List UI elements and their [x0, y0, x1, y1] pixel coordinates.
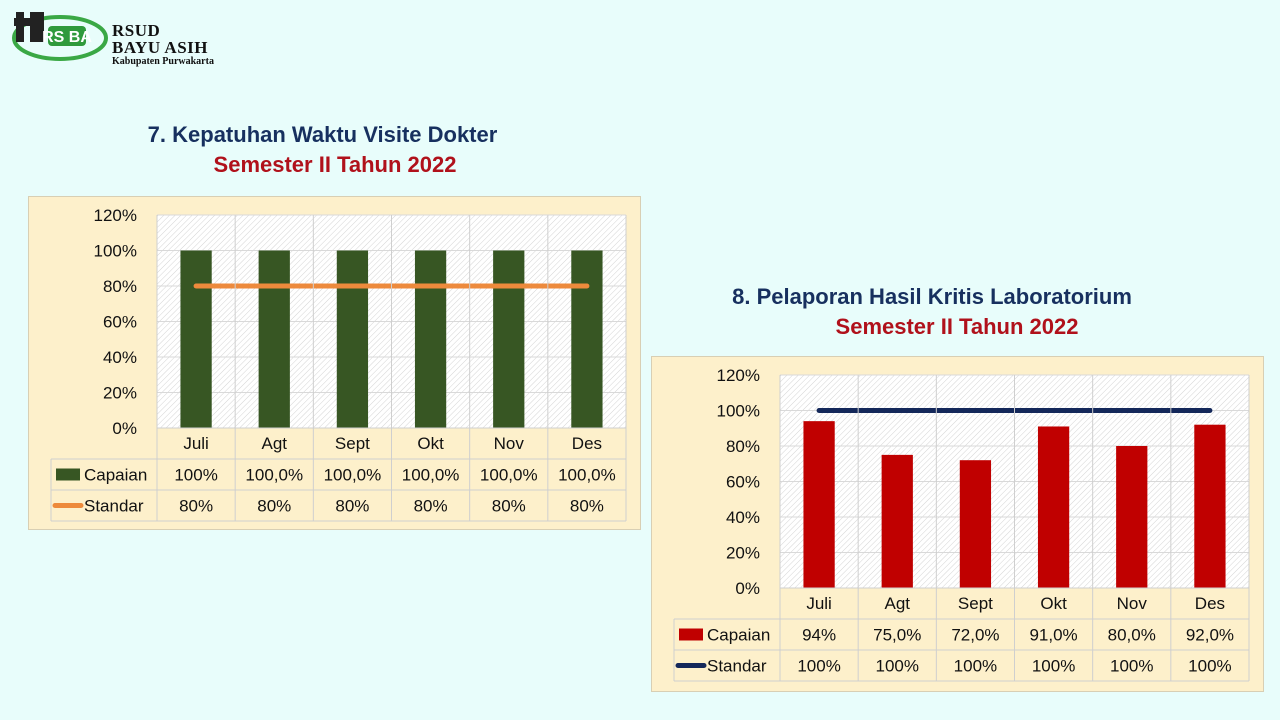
chart1-standar-value: 80% — [179, 497, 213, 516]
chart1-capaian-value: 100,0% — [558, 466, 616, 485]
chart1-category-label: Juli — [183, 434, 209, 453]
chart1-standar-value: 80% — [257, 497, 291, 516]
chart1-capaian-value: 100,0% — [324, 466, 382, 485]
chart1-bar — [493, 250, 525, 428]
chart1-svg: 0% 20% 40% 60% 80% 100% 120% Juli Agt Sept Okt Nov D… — [50, 206, 627, 522]
chart1-category-label: Des — [572, 434, 602, 453]
chart1-capaian-value: 100,0% — [402, 466, 460, 485]
hospital-emblem-icon: RS BA — [12, 12, 108, 61]
chart2-ytick-label: 40% — [726, 508, 760, 527]
chart2-panel: 0% 20% 40% 60% 80% 100% 120% Juli Agt Sept Okt Nov D… — [651, 356, 1264, 692]
chart2-category-label: Des — [1195, 594, 1225, 613]
chart2-capaian-value: 75,0% — [873, 626, 921, 645]
chart1-legend-swatch-capaian — [56, 468, 80, 481]
chart2-ytick-label: 80% — [726, 437, 760, 456]
chart2-category-label: Sept — [958, 594, 993, 613]
chart1-category-label: Sept — [335, 434, 370, 453]
logo-line-2: BAYU ASIH — [112, 38, 208, 57]
chart1-title: 7. Kepatuhan Waktu Visite Dokter — [147, 122, 498, 147]
chart1-ytick-label: 0% — [112, 419, 137, 438]
chart2-standar-value: 100% — [954, 657, 997, 676]
logo-mark: RS BA — [42, 29, 92, 46]
chart1-ytick-label: 80% — [103, 277, 137, 296]
chart1-category-label: Nov — [494, 434, 525, 453]
chart2-legend-standar: Standar — [707, 657, 767, 676]
hospital-name: RSUD BAYU ASIH Kabupaten Purwakarta — [112, 22, 214, 68]
chart1-capaian-value: 100% — [174, 466, 217, 485]
chart2-category-label: Okt — [1040, 594, 1067, 613]
chart1-panel: 0% 20% 40% 60% 80% 100% 120% Juli Agt Sept Okt Nov D… — [28, 196, 641, 530]
chart2-standar-value: 100% — [1188, 657, 1231, 676]
chart2-legend-capaian: Capaian — [707, 626, 770, 645]
chart1-ytick-label: 100% — [94, 242, 137, 261]
chart2-subtitle: Semester II Tahun 2022 — [835, 314, 1079, 339]
logo-line-1: RSUD — [112, 21, 161, 40]
chart2-capaian-value: 72,0% — [951, 626, 999, 645]
chart1-ytick-label: 60% — [103, 313, 137, 332]
chart1-category-label: Okt — [417, 434, 444, 453]
chart2-ytick-label: 100% — [717, 402, 760, 421]
chart1-legend-standar: Standar — [84, 497, 144, 516]
chart2-bar — [803, 421, 835, 588]
chart2-ytick-label: 0% — [735, 579, 760, 598]
chart1-bar — [180, 250, 212, 428]
chart2-standar-value: 100% — [876, 657, 919, 676]
chart2-category-label: Juli — [806, 594, 832, 613]
chart2-svg: 0% 20% 40% 60% 80% 100% 120% Juli Agt Sept Okt Nov D… — [673, 366, 1250, 682]
chart1-bar — [571, 250, 603, 428]
chart1-category-label: Agt — [261, 434, 287, 453]
chart2-bar — [1037, 426, 1070, 588]
chart2-ytick-label: 120% — [717, 366, 760, 385]
chart2-capaian-value: 92,0% — [1186, 626, 1234, 645]
chart1-ytick-label: 20% — [103, 384, 137, 403]
chart1-legend-capaian: Capaian — [84, 466, 147, 485]
chart2-ytick-label: 60% — [726, 473, 760, 492]
chart1-capaian-value: 100,0% — [245, 466, 303, 485]
chart2-bar — [959, 460, 992, 588]
chart1-subtitle: Semester II Tahun 2022 — [213, 152, 457, 177]
chart1-ytick-label: 120% — [94, 206, 137, 225]
hospital-logo: RS BA RSUD BAYU ASIH Kabupaten Purwakart… — [8, 10, 238, 67]
chart1-bar — [258, 250, 290, 428]
chart2-heading: 8. Pelaporan Hasil Kritis Laboratorium S… — [652, 282, 1262, 342]
chart1-bar — [414, 250, 447, 428]
chart1-capaian-value: 100,0% — [480, 466, 538, 485]
chart2-standar-value: 100% — [1110, 657, 1153, 676]
chart1-standar-value: 80% — [570, 497, 604, 516]
chart1-heading: 7. Kepatuhan Waktu Visite Dokter Semeste… — [30, 120, 640, 180]
chart2-standar-value: 100% — [797, 657, 840, 676]
chart1-bar — [336, 250, 369, 428]
chart2-ytick-label: 20% — [726, 544, 760, 563]
chart2-capaian-value: 80,0% — [1108, 626, 1156, 645]
chart1-standar-value: 80% — [492, 497, 526, 516]
chart2-bar — [881, 454, 913, 588]
chart2-bar — [1116, 446, 1148, 588]
chart2-category-label: Nov — [1117, 594, 1148, 613]
chart2-legend-swatch-capaian — [679, 628, 703, 641]
chart1-ytick-label: 40% — [103, 348, 137, 367]
chart1-standar-value: 80% — [335, 497, 369, 516]
chart2-title: 8. Pelaporan Hasil Kritis Laboratorium — [732, 284, 1132, 309]
chart2-capaian-value: 94% — [802, 626, 836, 645]
chart2-bar — [1194, 424, 1226, 588]
logo-line-3: Kabupaten Purwakarta — [112, 56, 214, 67]
chart2-capaian-value: 91,0% — [1029, 626, 1077, 645]
chart2-category-label: Agt — [884, 594, 910, 613]
chart2-standar-value: 100% — [1032, 657, 1075, 676]
chart1-standar-value: 80% — [414, 497, 448, 516]
